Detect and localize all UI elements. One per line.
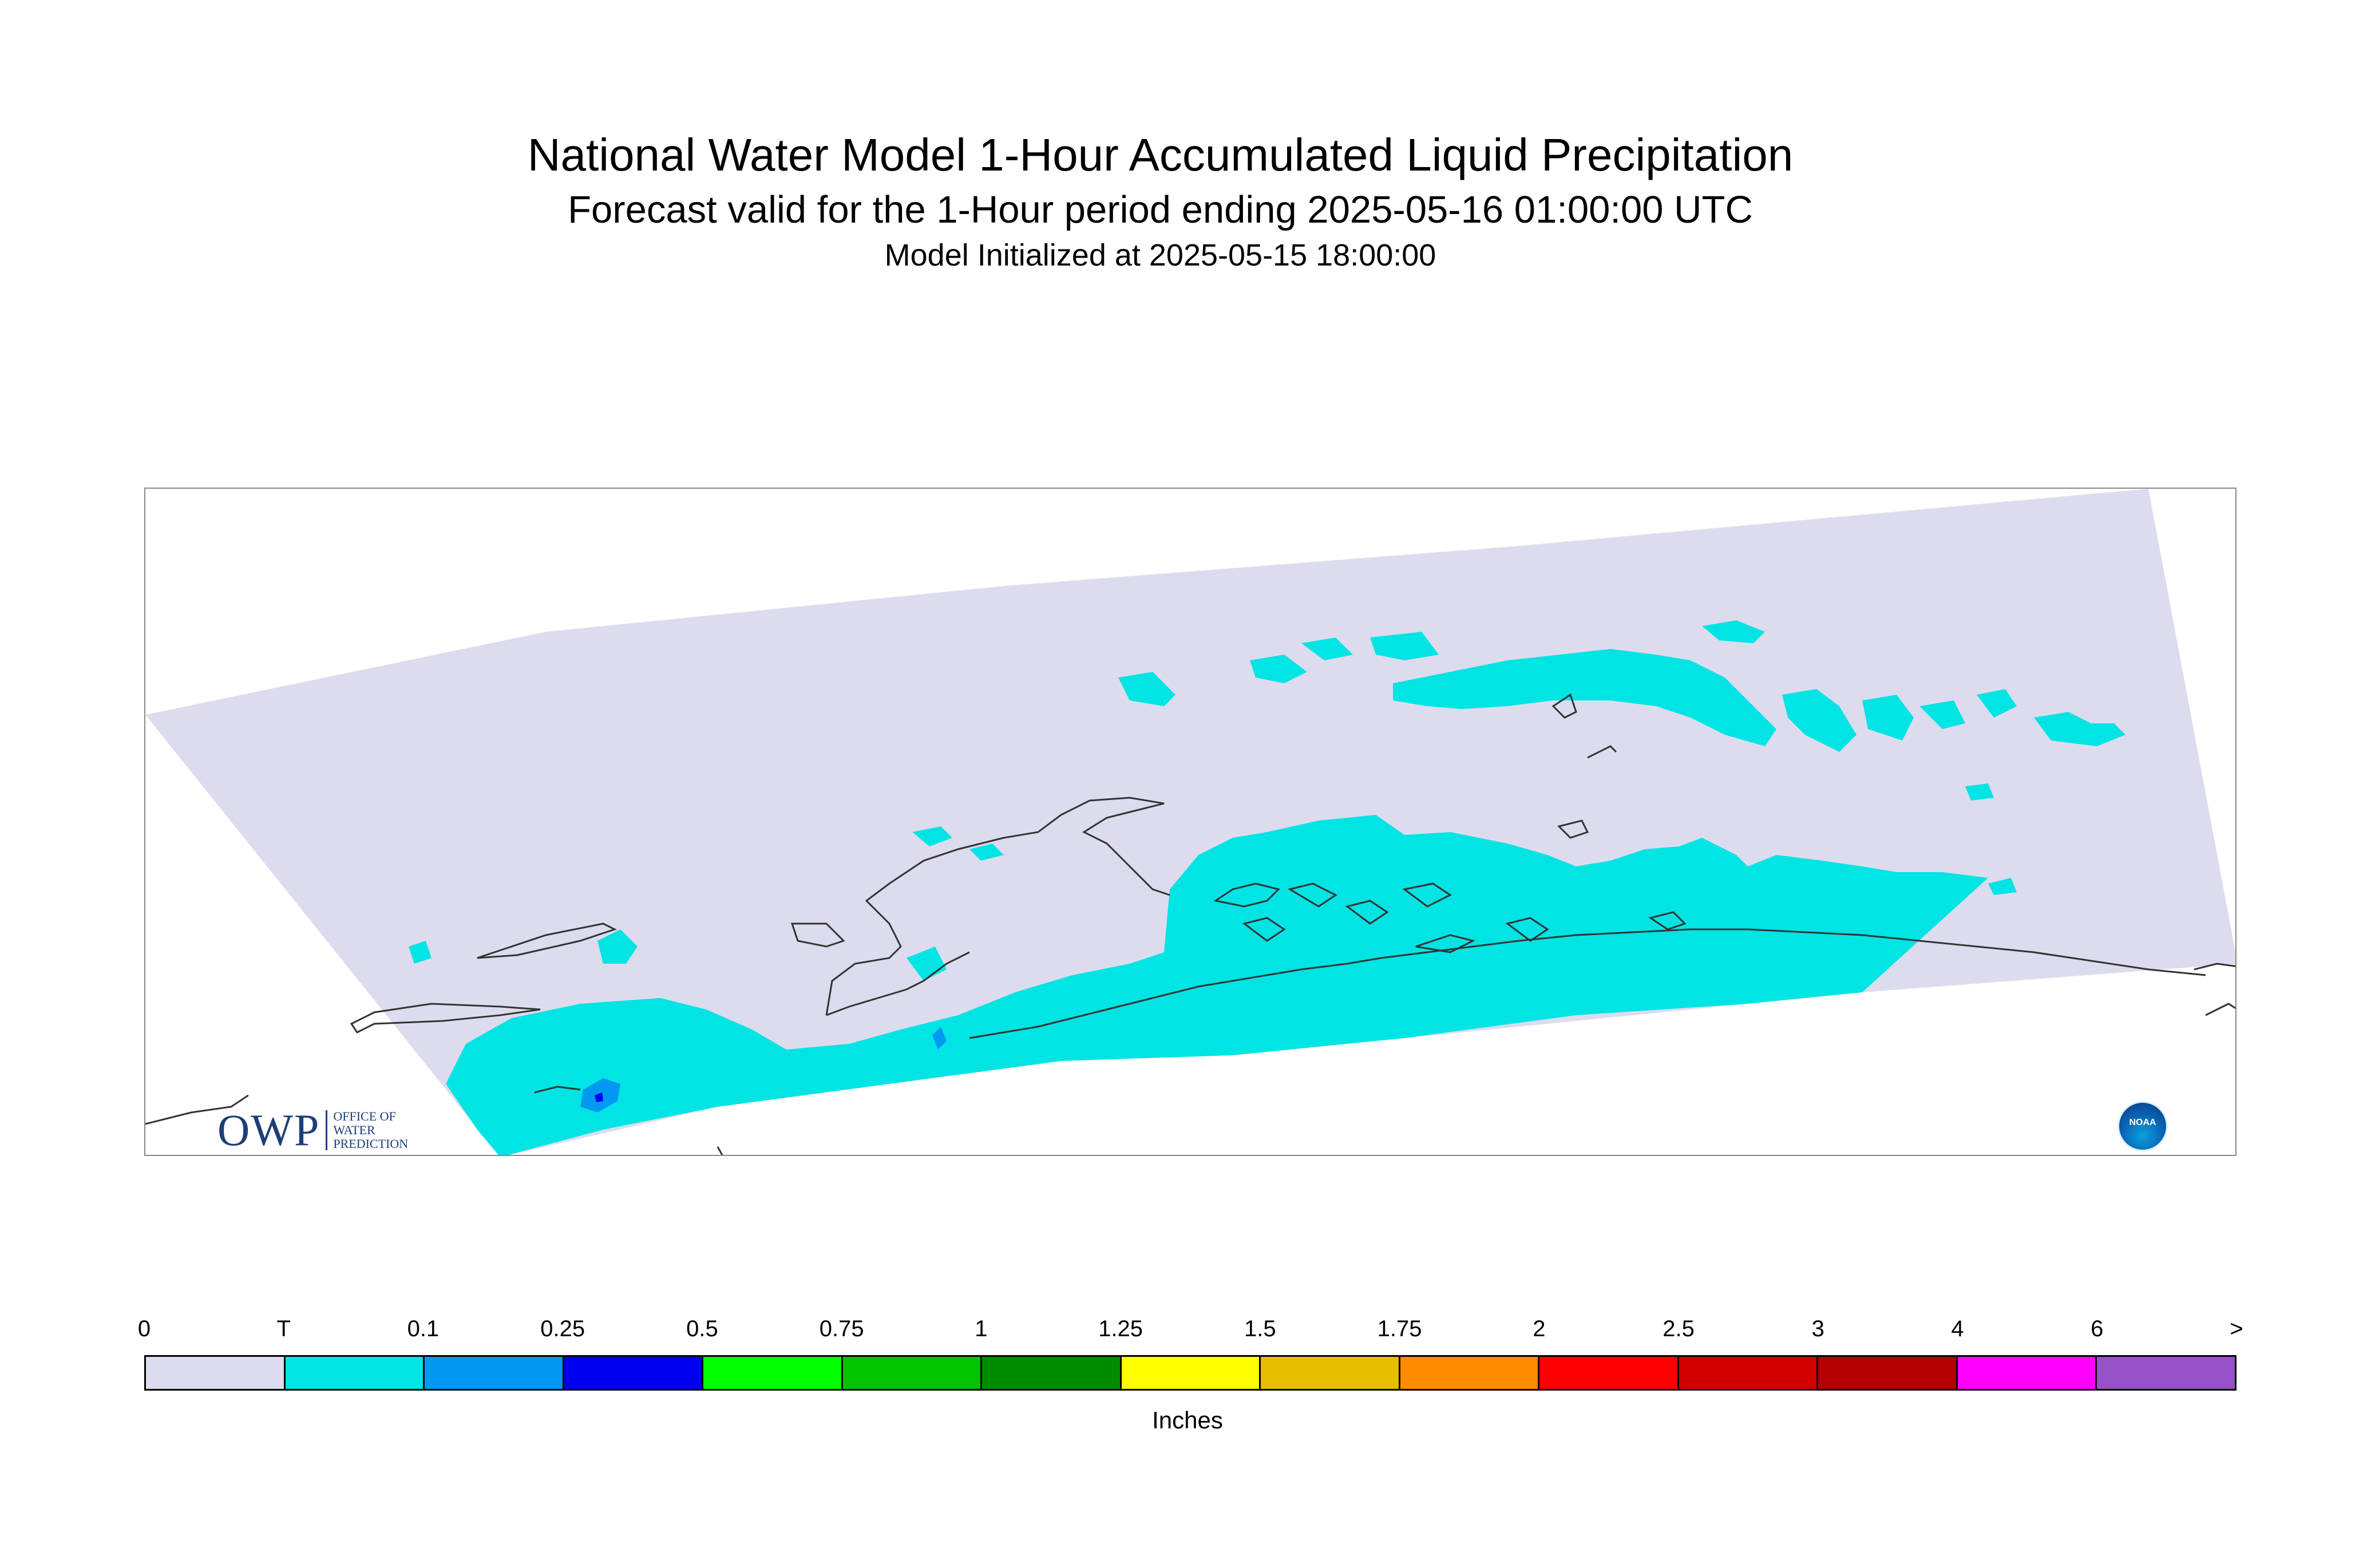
legend-swatch xyxy=(1957,1357,2097,1389)
legend-swatch xyxy=(285,1357,425,1389)
legend-units: Inches xyxy=(1152,1407,1223,1434)
legend-label: 4 xyxy=(1951,1316,1964,1341)
legend-swatch xyxy=(1818,1357,1958,1389)
legend-labels: 0 T 0.1 0.25 0.5 0.75 1 1.25 1.5 1.75 2 2.5 3 4 6 > xyxy=(0,1316,2375,1351)
legend-label: 3 xyxy=(1811,1316,1824,1341)
legend-label: 2 xyxy=(1533,1316,1546,1341)
precipitation-map xyxy=(144,488,2237,1156)
legend-label: 6 xyxy=(2091,1316,2104,1341)
noaa-logo-text: NOAA xyxy=(2129,1118,2156,1127)
legend-label: 0.25 xyxy=(540,1316,585,1341)
legend-label: > xyxy=(2230,1316,2243,1341)
model-init-text: Model Initialized at 2025-05-15 18:00:00 xyxy=(884,238,1436,272)
legend-swatch xyxy=(425,1357,564,1389)
legend-label: 0.5 xyxy=(686,1316,718,1341)
map-title: National Water Model 1-Hour Accumulated … xyxy=(527,129,1794,180)
legend-swatch xyxy=(1261,1357,1400,1389)
owp-logo: OWP OFFICE OF WATER PREDICTION xyxy=(217,1104,408,1156)
legend-label: 1 xyxy=(975,1316,988,1341)
legend-label: 0.75 xyxy=(819,1316,864,1341)
legend-label: T xyxy=(276,1316,291,1341)
legend-swatch xyxy=(564,1357,704,1389)
owp-logo-text: OFFICE OF WATER PREDICTION xyxy=(333,1109,409,1151)
legend-label: 0 xyxy=(137,1316,151,1341)
coastlines xyxy=(145,693,2235,1155)
map-canvas xyxy=(145,489,2235,1155)
color-legend xyxy=(144,1355,2237,1391)
noaa-logo: NOAA xyxy=(2117,1101,2168,1151)
trace-precip-areas xyxy=(409,620,2125,1155)
forecast-valid-subtitle: Forecast valid for the 1-Hour period end… xyxy=(568,188,1753,231)
legend-label: 1.75 xyxy=(1377,1316,1422,1341)
legend-swatch xyxy=(703,1357,843,1389)
owp-logo-divider xyxy=(326,1110,328,1150)
legend-swatch xyxy=(1539,1357,1679,1389)
legend-swatch xyxy=(1679,1357,1819,1389)
legend-swatch xyxy=(842,1357,983,1389)
heavy-precip-spot xyxy=(595,1092,603,1102)
legend-label: 2.5 xyxy=(1662,1316,1695,1341)
legend-label: 1.25 xyxy=(1098,1316,1143,1341)
owp-logo-mark: OWP xyxy=(217,1105,320,1155)
legend-swatch xyxy=(2097,1357,2235,1389)
legend-swatch xyxy=(1400,1357,1540,1389)
legend-label: 1.5 xyxy=(1244,1316,1276,1341)
legend-swatch xyxy=(1121,1357,1261,1389)
legend-label: 0.1 xyxy=(407,1316,440,1341)
legend-swatch xyxy=(982,1357,1122,1389)
legend-swatch xyxy=(146,1357,286,1389)
